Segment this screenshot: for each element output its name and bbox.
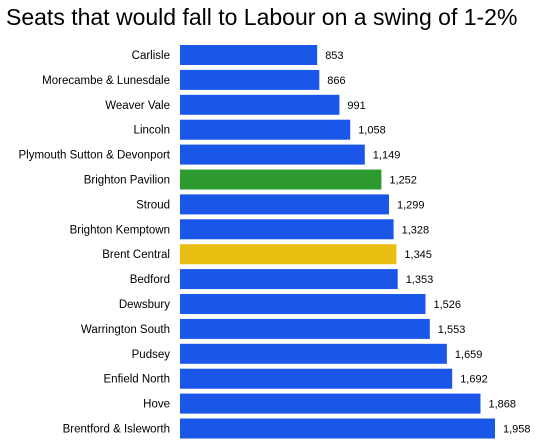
bar-6 <box>180 169 382 190</box>
value-label-6: 1,252 <box>389 175 417 187</box>
category-label-12: Warrington South <box>81 324 170 336</box>
category-label-6: Brighton Pavilion <box>84 175 170 187</box>
bar-4 <box>180 119 351 140</box>
category-label-11: Dewsbury <box>119 299 170 311</box>
value-label-2: 866 <box>327 75 345 87</box>
bar-10 <box>180 269 398 290</box>
bar-13 <box>180 343 447 364</box>
value-label-8: 1,328 <box>402 224 430 236</box>
category-label-5: Plymouth Sutton & Devonport <box>19 150 171 162</box>
bar-8 <box>180 219 394 240</box>
value-label-5: 1,149 <box>373 150 401 162</box>
category-label-14: Enfield North <box>104 374 170 386</box>
bar-16 <box>180 418 495 439</box>
bar-15 <box>180 393 481 414</box>
bar-3 <box>180 94 340 115</box>
value-label-13: 1,659 <box>455 349 483 361</box>
category-label-13: Pudsey <box>132 349 171 361</box>
value-label-3: 991 <box>347 100 365 112</box>
bar-12 <box>180 318 430 339</box>
category-label-3: Weaver Vale <box>105 100 170 112</box>
bar-2 <box>180 69 320 90</box>
value-label-9: 1,345 <box>404 249 432 261</box>
bar-9 <box>180 244 397 265</box>
bar-14 <box>180 368 453 389</box>
value-label-10: 1,353 <box>406 274 434 286</box>
category-label-16: Brentford & Isleworth <box>63 424 170 436</box>
category-label-9: Brent Central <box>102 249 170 261</box>
category-label-7: Stroud <box>136 199 170 211</box>
category-label-8: Brighton Kemptown <box>70 224 170 236</box>
category-label-15: Hove <box>143 399 170 411</box>
bar-11 <box>180 294 426 314</box>
chart-title: Seats that would fall to Labour on a swi… <box>6 4 518 30</box>
value-label-1: 853 <box>325 50 343 62</box>
value-label-16: 1,958 <box>503 424 531 436</box>
value-label-15: 1,868 <box>489 399 517 411</box>
category-label-4: Lincoln <box>134 125 170 137</box>
value-label-12: 1,553 <box>438 324 466 336</box>
bar-7 <box>180 194 389 215</box>
value-label-4: 1,058 <box>358 125 386 137</box>
category-label-10: Bedford <box>130 274 170 286</box>
bar-5 <box>180 144 365 165</box>
value-label-7: 1,299 <box>397 199 425 211</box>
category-label-2: Morecambe & Lunesdale <box>42 75 170 87</box>
value-label-14: 1,692 <box>460 374 488 386</box>
value-label-11: 1,526 <box>434 299 462 311</box>
bar-1 <box>180 45 318 65</box>
category-label-1: Carlisle <box>132 50 170 62</box>
